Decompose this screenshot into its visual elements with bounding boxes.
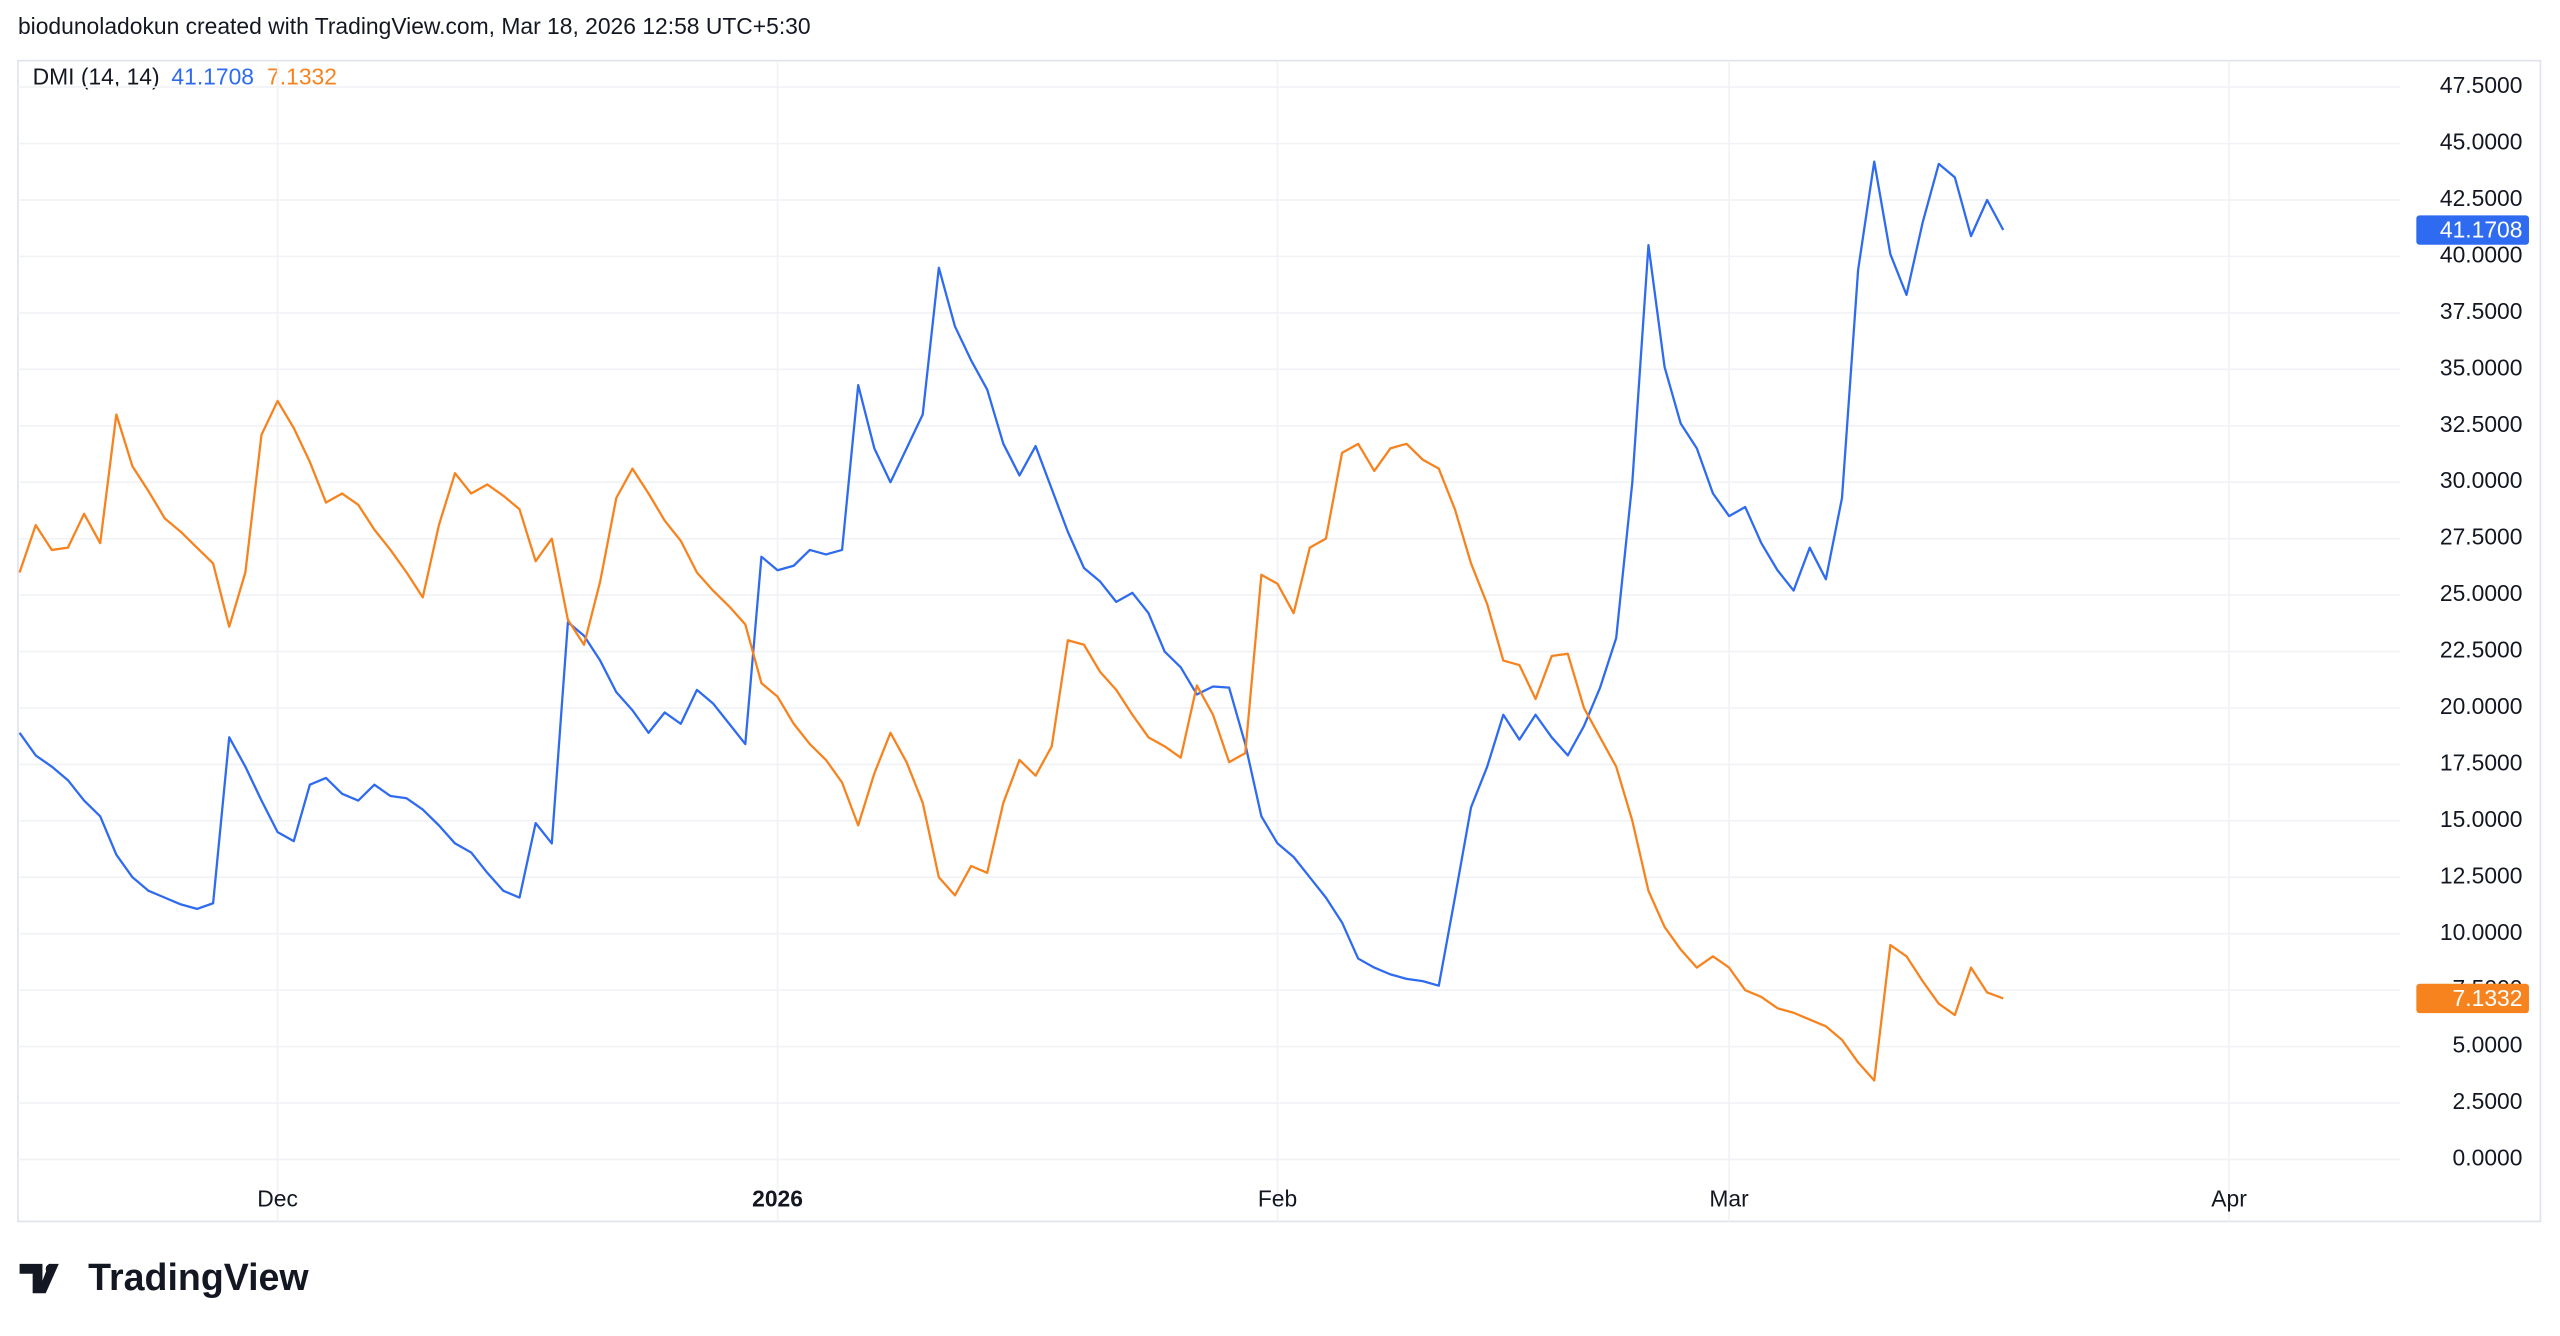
y-tick-label: 5.0000 <box>2453 1032 2523 1058</box>
y-tick-label: 12.5000 <box>2440 862 2523 888</box>
y-tick-label: 30.0000 <box>2440 467 2523 493</box>
y-tick-label: 27.5000 <box>2440 524 2523 550</box>
legend-value: 41.1708 <box>171 64 254 90</box>
chart-frame <box>17 59 2542 1223</box>
logo-text: TradingView <box>88 1256 309 1298</box>
price-badge <box>2416 215 2529 245</box>
y-tick-label: 10.0000 <box>2440 919 2523 945</box>
series-line <box>18 399 2004 1082</box>
y-tick-label: 2.5000 <box>2453 1088 2523 1114</box>
y-tick-label: 0.0000 <box>2453 1145 2523 1171</box>
logo-dot <box>45 1263 56 1274</box>
y-tick-label: 47.5000 <box>2440 72 2523 98</box>
attribution: biodunoladokun created with TradingView.… <box>18 13 811 39</box>
indicator-title: DMI (14, 14) <box>33 64 160 90</box>
y-tick-label: 37.5000 <box>2440 298 2523 324</box>
x-tick-label: Mar <box>1709 1185 1749 1211</box>
y-tick-label: 42.5000 <box>2440 185 2523 211</box>
x-tick-label: Apr <box>2211 1185 2247 1211</box>
series-line <box>18 160 2005 987</box>
legend-value: 7.1332 <box>267 64 337 90</box>
x-tick-label: Feb <box>1258 1185 1297 1211</box>
price-badge <box>2416 983 2529 1014</box>
y-tick-label: 17.5000 <box>2440 749 2523 775</box>
y-tick-label: 45.0000 <box>2440 129 2523 155</box>
y-tick-label: 25.0000 <box>2440 580 2523 606</box>
price-badge-label: 41.1708 <box>2440 217 2523 243</box>
x-tick-label: 2026 <box>752 1185 803 1211</box>
y-tick-label: 35.0000 <box>2440 354 2523 380</box>
y-tick-label: 15.0000 <box>2440 806 2523 832</box>
price-badge-label: 7.1332 <box>2453 985 2523 1011</box>
y-tick-label: 22.5000 <box>2440 637 2523 663</box>
y-tick-label: 20.0000 <box>2440 693 2523 719</box>
y-tick-label: 40.0000 <box>2440 241 2523 267</box>
logo: TradingView <box>19 1256 309 1298</box>
x-tick-label: Dec <box>257 1185 298 1211</box>
y-tick-label: 32.5000 <box>2440 411 2523 437</box>
